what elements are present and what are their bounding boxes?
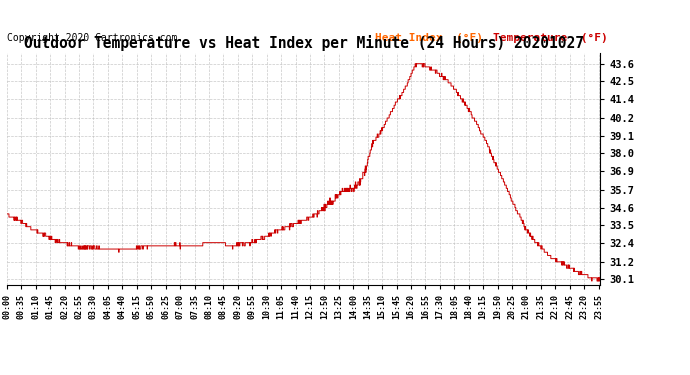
- Text: Temperature  (°F): Temperature (°F): [493, 33, 609, 43]
- Title: Outdoor Temperature vs Heat Index per Minute (24 Hours) 20201027: Outdoor Temperature vs Heat Index per Mi…: [23, 35, 584, 51]
- Text: Heat Index  (°F): Heat Index (°F): [375, 33, 483, 43]
- Text: Copyright 2020 Cartronics.com: Copyright 2020 Cartronics.com: [7, 33, 177, 43]
